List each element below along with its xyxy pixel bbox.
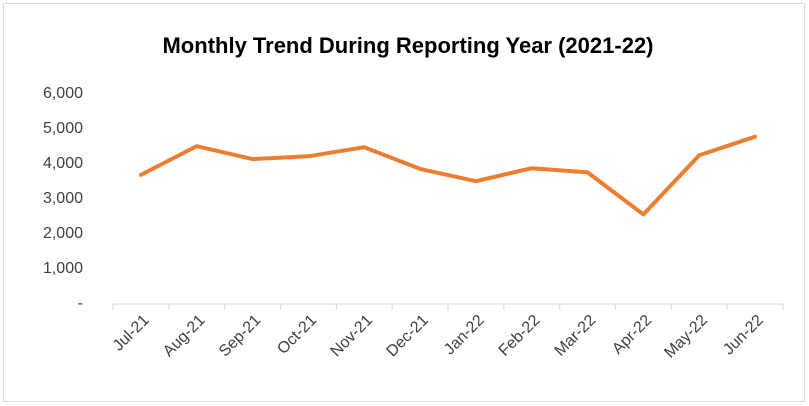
chart-title: Monthly Trend During Reporting Year (202… [162,33,653,58]
y-tick-label: 5,000 [43,120,83,137]
y-tick-label: - [78,295,83,312]
y-tick-label: 6,000 [43,85,83,102]
y-tick-label: 3,000 [43,190,83,207]
line [138,134,758,217]
chart-border [3,3,805,402]
y-tick-label: 2,000 [43,225,83,242]
y-tick-label: 1,000 [43,260,83,277]
y-tick-label: 4,000 [43,155,83,172]
